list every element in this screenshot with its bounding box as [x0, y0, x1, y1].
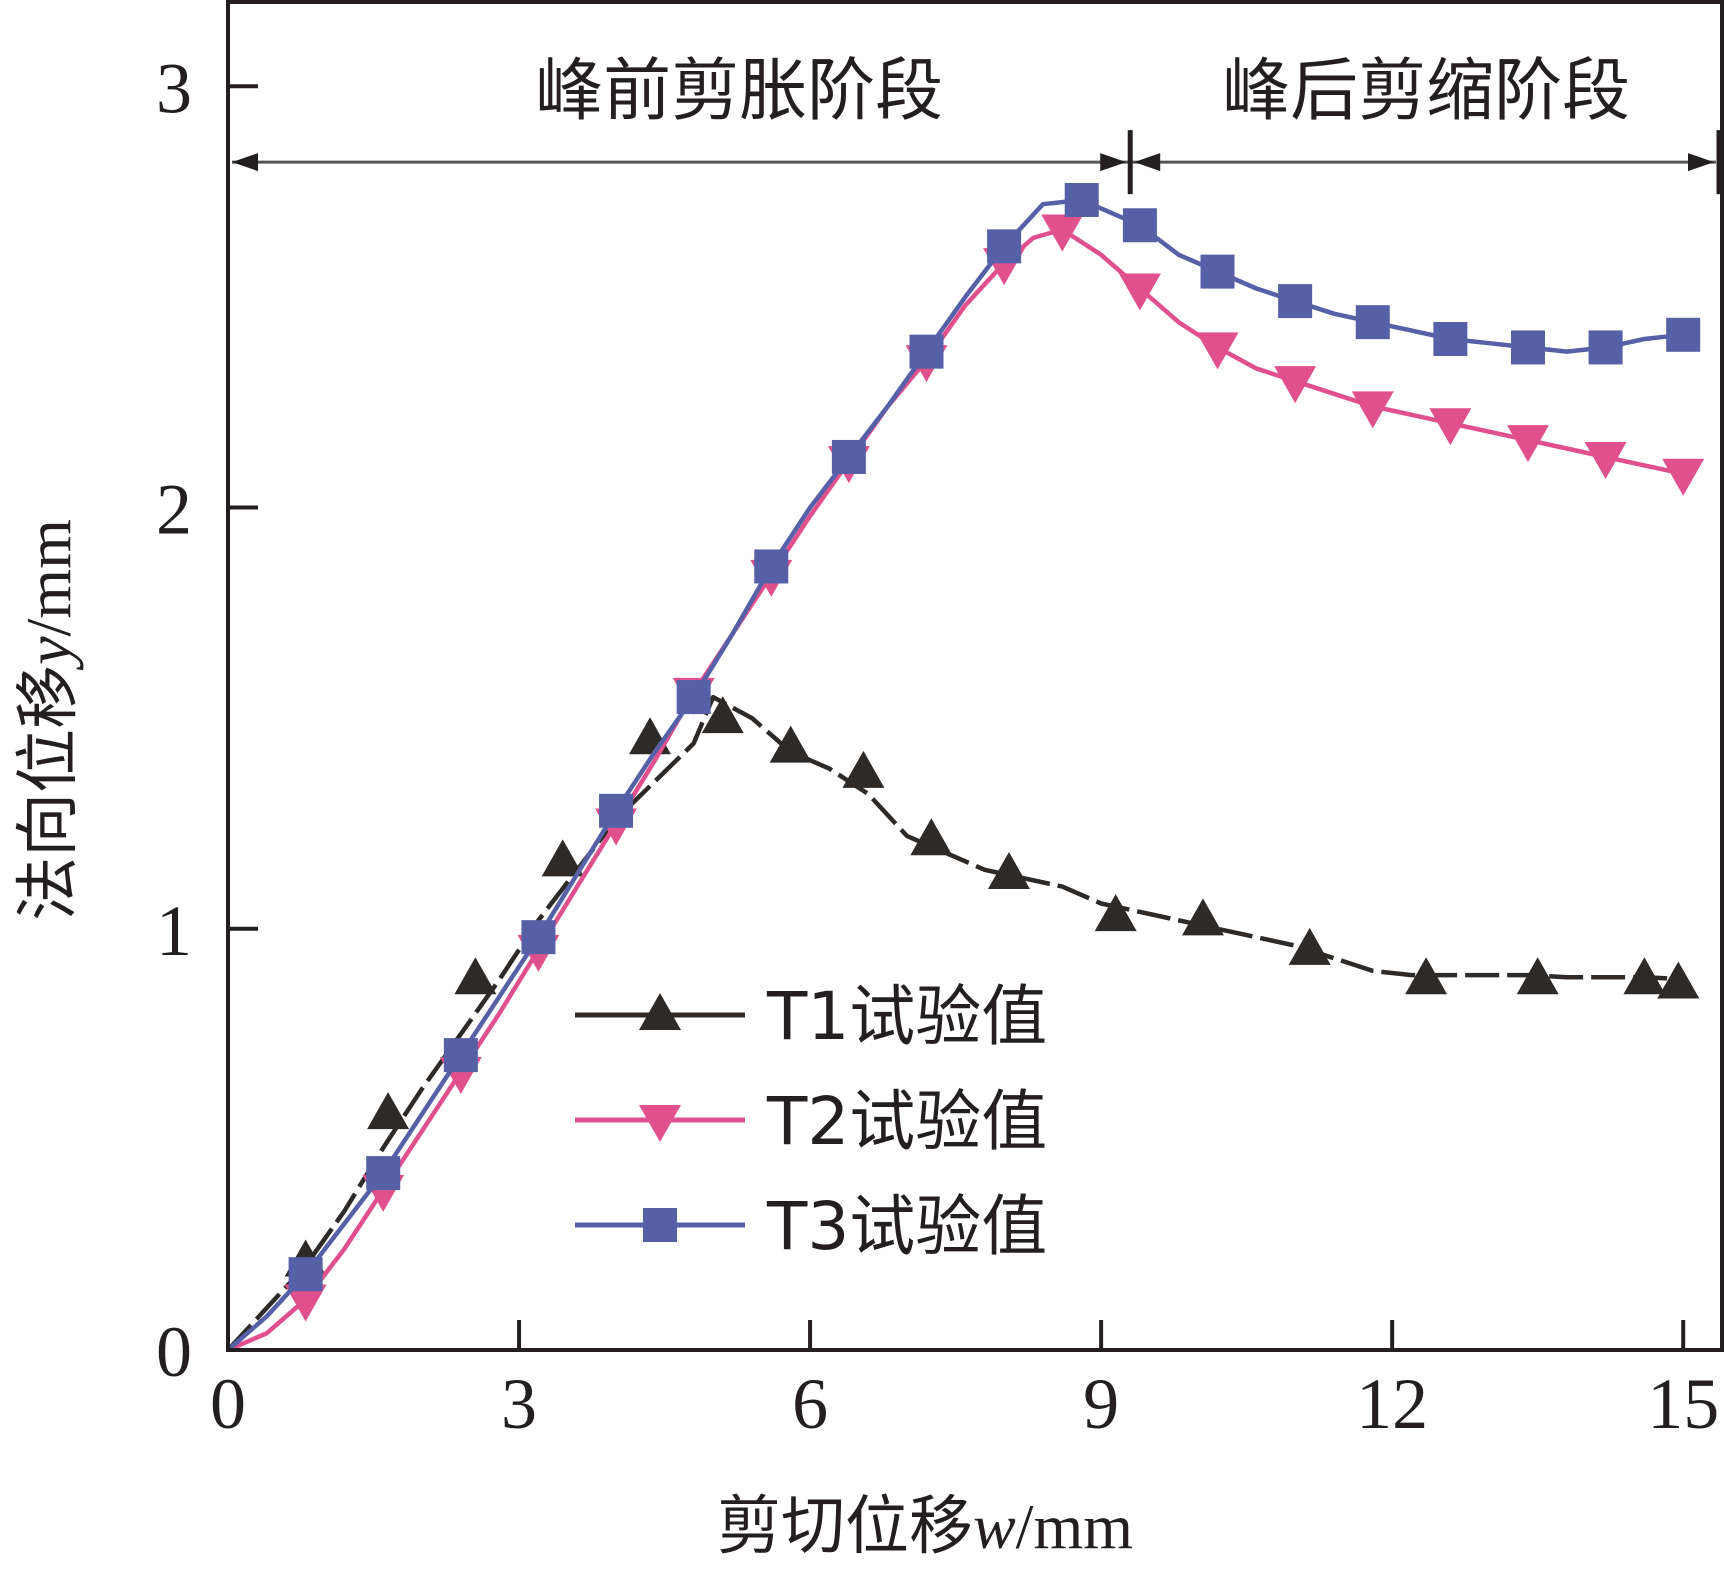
- x-tick-label-3: 3: [501, 1364, 537, 1444]
- phase-arrow-mid-right: [1134, 153, 1161, 172]
- series-3-point: [1510, 330, 1545, 365]
- y-tick-label-3: 3: [156, 48, 192, 128]
- series-1-point: [541, 839, 584, 877]
- x-axis-title: 剪切位移w/mm: [717, 1490, 1133, 1564]
- series-1-point: [1181, 898, 1224, 936]
- series-2-point: [1118, 273, 1161, 311]
- series-2-point: [1196, 332, 1239, 370]
- legend-item-1: T1试验值: [575, 978, 1047, 1055]
- series-layer: [226, 182, 1705, 1353]
- series-1-point: [367, 1092, 410, 1130]
- series-2-point: [1506, 425, 1549, 463]
- series-3-point: [1122, 208, 1157, 243]
- x-axis-title-text: 剪切位移: [717, 1490, 973, 1564]
- series-3-point: [987, 229, 1022, 264]
- legend-item-2: T2试验值: [575, 1083, 1047, 1160]
- series-2-point: [1662, 458, 1705, 496]
- legend-label-3: T3试验值: [766, 1188, 1047, 1265]
- phase-label-2: 峰后剪缩阶段: [1222, 52, 1630, 131]
- x-axis-title-var: w: [973, 1491, 1016, 1562]
- series-3-point: [1588, 330, 1623, 365]
- phase-arrow-right: [1688, 153, 1714, 172]
- y-tick-label-1: 1: [156, 891, 192, 971]
- series-2-point: [1584, 441, 1627, 479]
- plot-frame: [226, 0, 1724, 1352]
- phase-arrow-left: [232, 153, 258, 172]
- y-axis-title-var: y: [13, 636, 84, 671]
- series-1-point: [842, 750, 885, 788]
- series-3-point: [288, 1257, 323, 1292]
- series-3-point: [909, 334, 944, 369]
- series-3-point: [676, 680, 711, 715]
- series-3-point: [366, 1156, 401, 1191]
- x-tick-label-12: 12: [1356, 1364, 1428, 1444]
- x-axis-title-unit: /mm: [1016, 1491, 1133, 1562]
- y-axis-title-text: 法向位移: [12, 665, 86, 921]
- series-2-line: [227, 227, 1684, 1353]
- series-1-point: [1516, 957, 1559, 995]
- series-3-line: [226, 197, 1684, 1352]
- series-2-point: [284, 1284, 327, 1322]
- legend-marker-2: [639, 1105, 681, 1142]
- series-3-point: [831, 439, 866, 474]
- series-1-point: [1657, 961, 1700, 999]
- series-3-point: [1064, 182, 1099, 217]
- series-2-point: [1041, 214, 1084, 252]
- series-3-point: [754, 549, 789, 584]
- legend-label-1: T1试验值: [766, 978, 1047, 1055]
- series-3-point: [1200, 254, 1235, 289]
- series-3-point: [599, 793, 634, 828]
- series-1-point: [1288, 927, 1331, 965]
- legend-item-3: T3试验值: [575, 1188, 1047, 1265]
- series-3-point: [1278, 284, 1313, 319]
- x-tick-label-15: 15: [1647, 1364, 1719, 1444]
- phase-label-1: 峰前剪胀阶段: [535, 52, 943, 131]
- legend-label-2: T2试验值: [766, 1083, 1047, 1160]
- series-1-point: [1623, 957, 1666, 995]
- y-axis-title-unit: /mm: [13, 519, 84, 636]
- series-1-point: [769, 725, 812, 763]
- series-3-point: [1666, 317, 1701, 352]
- x-tick-label-9: 9: [1083, 1364, 1119, 1444]
- series-1-point: [701, 696, 744, 734]
- series-1: [226, 694, 1700, 1352]
- y-tick-label-0: 0: [156, 1312, 192, 1392]
- series-2-point: [1351, 391, 1394, 429]
- series-1-point: [1405, 957, 1448, 995]
- series-3-point: [1355, 305, 1390, 340]
- phase-arrow-mid-left: [1100, 153, 1127, 172]
- x-tick-label-0: 0: [210, 1364, 246, 1444]
- series-1-point: [1094, 894, 1137, 932]
- series-1-point: [454, 957, 497, 995]
- phase-layer: 峰前剪胀阶段 峰后剪缩阶段: [232, 52, 1722, 195]
- series-1-point: [910, 818, 953, 856]
- series-1-point: [987, 851, 1030, 889]
- series-3: [226, 182, 1701, 1352]
- y-tick-label-2: 2: [156, 470, 192, 550]
- x-tick-label-6: 6: [792, 1364, 828, 1444]
- series-2: [227, 214, 1705, 1353]
- series-3-point: [443, 1038, 478, 1073]
- series-2-point: [1274, 366, 1317, 404]
- legend-marker-3: [643, 1208, 677, 1242]
- y-axis-title: 法向位移y/mm: [12, 519, 86, 921]
- series-3-point: [1433, 322, 1468, 356]
- series-2-point: [1429, 408, 1472, 446]
- legend-marker-1: [639, 993, 681, 1030]
- series-3-point: [521, 920, 556, 955]
- legend: T1试验值 T2试验值 T3试验值: [575, 978, 1047, 1265]
